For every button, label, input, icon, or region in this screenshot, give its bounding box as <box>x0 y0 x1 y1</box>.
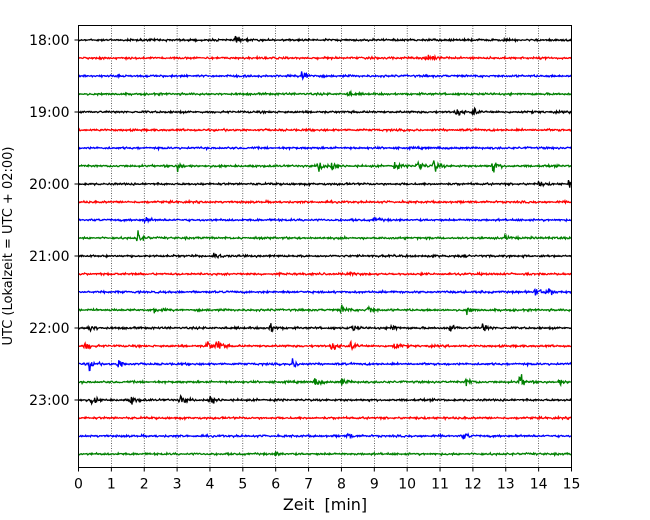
trace-2130 <box>78 287 572 296</box>
x-tick-label: 1 <box>107 477 116 493</box>
y-tick-label: 21:00 <box>29 249 69 265</box>
y-tick-label: 18:00 <box>29 33 69 49</box>
x-tick-label: 2 <box>140 477 149 493</box>
x-grid <box>111 25 539 468</box>
trace-1930 <box>77 145 572 152</box>
x-tick-label: 14 <box>530 477 548 493</box>
x-tick-label: 6 <box>271 477 280 493</box>
x-tick-label: 3 <box>173 477 182 493</box>
plot-frame <box>78 25 572 468</box>
trace-2115 <box>77 271 573 278</box>
x-tick-label: 0 <box>74 477 83 493</box>
trace-2315 <box>77 414 572 422</box>
trace-1900 <box>78 106 573 116</box>
trace-2345 <box>77 451 573 457</box>
x-tick-label: 9 <box>370 477 379 493</box>
trace-2145 <box>77 304 573 316</box>
x-tick-label: 11 <box>431 477 449 493</box>
trace-2300 <box>78 393 572 406</box>
trace-1830 <box>78 71 572 81</box>
trace-2200 <box>78 323 572 333</box>
trace-2230 <box>78 358 572 372</box>
trace-1845 <box>78 89 573 98</box>
y-tick-label: 22:00 <box>29 321 69 337</box>
trace-1945 <box>78 159 573 173</box>
x-axis-ticks: 0 1 2 3 4 5 6 7 8 9 10 11 12 13 14 15 <box>74 467 581 493</box>
y-tick-label: 20:00 <box>29 177 69 193</box>
x-tick-label: 4 <box>206 477 215 493</box>
x-tick-label: 10 <box>398 477 416 493</box>
x-tick-label: 5 <box>238 477 247 493</box>
trace-2030 <box>78 216 572 225</box>
trace-1915 <box>77 127 572 133</box>
trace-2330 <box>78 432 572 440</box>
trace-2015 <box>78 198 572 205</box>
x-tick-label: 12 <box>464 477 482 493</box>
x-tick-label: 13 <box>497 477 515 493</box>
trace-2245 <box>78 374 572 388</box>
x-axis-label: Zeit [min] <box>283 495 367 514</box>
x-tick-label: 8 <box>337 477 346 493</box>
y-tick-label: 19:00 <box>29 105 69 121</box>
trace-2000 <box>78 179 573 188</box>
y-tick-label: 23:00 <box>29 393 69 409</box>
x-tick-label: 7 <box>304 477 313 493</box>
trace-group <box>77 35 573 457</box>
trace-2100 <box>78 252 572 260</box>
trace-2215 <box>78 339 572 352</box>
y-axis-ticks: 18:00 19:00 20:00 21:00 22:00 23:00 <box>29 33 79 409</box>
y-axis-label: UTC (Lokalzeit = UTC + 02:00) <box>1 147 16 346</box>
trace-2045 <box>78 230 572 242</box>
trace-1800 <box>78 35 572 44</box>
trace-1815 <box>78 54 572 62</box>
x-tick-label: 15 <box>563 477 581 493</box>
